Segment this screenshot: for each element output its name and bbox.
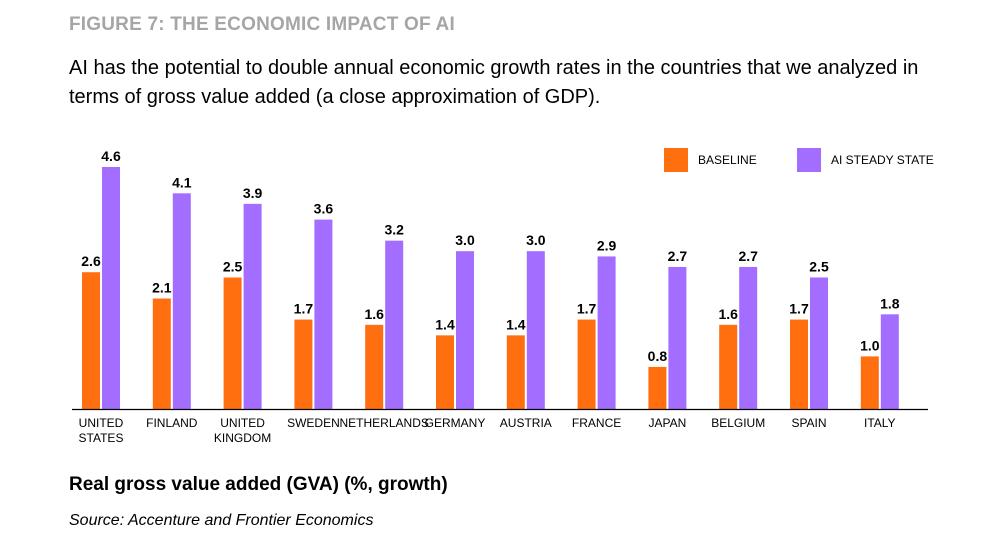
category-label: BELGIUM [711,416,765,430]
bar-baseline [577,319,596,409]
legend-ai-label: AI STEADY STATE [831,153,934,167]
bar-ai-steady-state [243,203,262,409]
bar-baseline [860,356,879,409]
data-label: 2.7 [668,248,688,264]
figure-label: FIGURE 7: THE ECONOMIC IMPACT OF AI [69,14,455,35]
category-label: FRANCE [572,416,621,430]
bar-ai-steady-state [810,277,828,409]
bar-baseline [365,324,384,409]
bar-chart: 2.6 4.6 UNITED STATES 2.1 4.1 FINLAND 2.5 3.9 UNI… [72,148,928,445]
bar-baseline [436,335,454,409]
legend-ai-swatch [797,148,821,172]
data-label: 2.7 [738,248,758,264]
chart-subtitle: AI has the potential to double annual ec… [69,57,919,108]
data-label: 1.7 [294,301,314,317]
data-label: 1.4 [506,316,526,332]
data-label: 1.6 [364,306,384,322]
data-label: 1.7 [789,301,809,317]
category-label: JAPAN [649,416,687,430]
data-label: 1.8 [880,295,900,311]
chart-caption: Real gross value added (GVA) (%, growth) [69,474,448,495]
data-label: 2.1 [152,280,172,296]
legend-baseline-label: BASELINE [698,153,757,167]
category-label: NETHERLANDS [340,416,429,430]
data-label: 4.1 [172,174,192,190]
bar-ai-steady-state [102,167,120,409]
bar-baseline [152,298,171,409]
category-label: AUSTRIA [500,416,552,430]
data-label: 3.9 [243,185,263,201]
data-label: 3.6 [314,201,334,217]
bar-baseline [719,324,738,409]
category-label: SWEDEN [287,416,340,430]
bar-baseline [648,366,667,409]
bar-baseline [82,272,100,409]
source-note: Source: Accenture and Frontier Economics [69,512,374,529]
legend-baseline: BASELINE [664,148,757,172]
category-label: ITALY [864,416,896,430]
data-label: 4.6 [101,148,121,164]
bar-ai-steady-state [314,219,333,409]
bar-ai-steady-state [385,240,404,409]
data-label: 2.6 [81,253,101,269]
bar-baseline [506,335,525,409]
data-label: 3.0 [526,232,546,248]
category-label: SPAIN [791,416,826,430]
data-label: 1.6 [718,306,738,322]
data-label: 3.2 [384,222,404,238]
bar-ai-steady-state [880,314,899,409]
data-label: 2.5 [223,258,243,274]
bar-ai-steady-state [172,193,191,409]
category-label: FINLAND [146,416,198,430]
data-label: 3.0 [455,232,475,248]
bar-baseline [294,319,313,409]
bar-ai-steady-state [456,251,474,409]
bar-ai-steady-state [597,256,616,409]
bar-ai-steady-state [668,266,687,409]
data-label: 1.0 [860,337,880,353]
data-label: 0.8 [648,348,668,364]
legend-baseline-swatch [664,148,688,172]
bar-baseline [790,319,808,409]
data-label: 2.5 [809,258,829,274]
category-label: UNITED STATES [79,416,124,445]
data-label: 1.7 [577,301,597,317]
category-label: GERMANY [425,416,486,430]
data-label: 2.9 [597,237,617,253]
bar-baseline [223,277,242,409]
legend-ai-steady-state: AI STEADY STATE [797,148,934,172]
bar-ai-steady-state [739,266,758,409]
category-label: UNITED KINGDOM [214,416,271,445]
data-label: 1.4 [435,316,455,332]
bar-ai-steady-state [526,251,545,409]
